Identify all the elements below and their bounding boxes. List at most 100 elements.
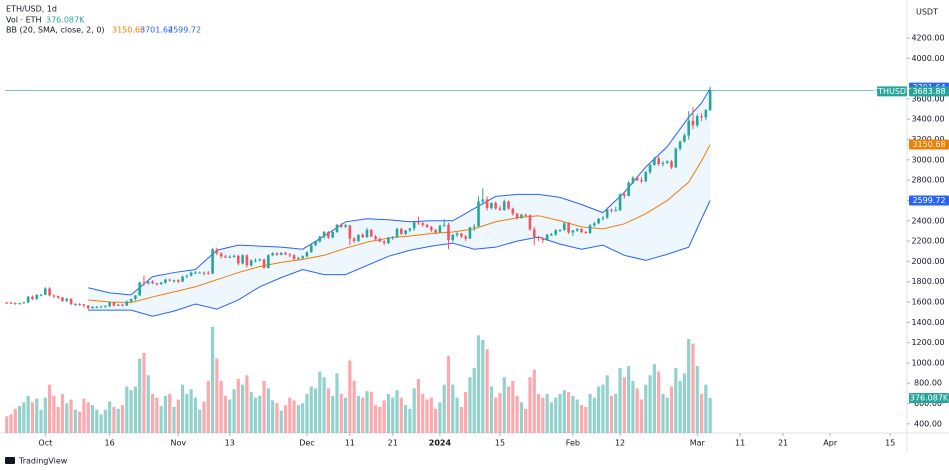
candle-body [198, 272, 202, 274]
candle-body [528, 215, 532, 230]
y-tick-label: 3000.00 [911, 155, 944, 164]
bb-basis [88, 144, 711, 304]
candle-body [82, 304, 86, 306]
candle-body [674, 148, 678, 168]
candle-body [678, 141, 682, 149]
candle-body [451, 234, 455, 241]
candle-body [567, 223, 570, 233]
volume-bar [65, 403, 69, 433]
candle-body [31, 296, 34, 299]
candle-body [593, 223, 596, 226]
y-tick-label: 4200.00 [911, 34, 944, 43]
candle-body [26, 296, 30, 303]
candle-body [164, 279, 167, 283]
candle-body [262, 259, 266, 268]
candle-body [455, 233, 459, 235]
candle-body [395, 228, 399, 238]
candle-body [224, 256, 227, 258]
x-tick-label: 11 [345, 439, 355, 448]
candle-body [438, 225, 442, 233]
volume-bar [223, 395, 228, 433]
y-tick-label: 1600.00 [911, 298, 944, 307]
candle-body [507, 201, 510, 209]
volume-bar [609, 395, 614, 433]
candle-body [245, 255, 249, 266]
volume-bar [301, 403, 305, 433]
y-tick-label: 3600.00 [911, 94, 944, 103]
candle-body [490, 203, 493, 209]
volume-bar [644, 384, 648, 433]
x-tick-label: Nov [170, 439, 186, 448]
volume-bar [524, 408, 528, 433]
volume-bar [258, 395, 262, 433]
candle-body [391, 237, 395, 239]
candle-body [134, 295, 137, 299]
y-tick-label: 4000.00 [911, 54, 944, 63]
y-tick-label: 2200.00 [911, 237, 944, 246]
volume-bar [511, 380, 515, 433]
volume-bar [343, 397, 348, 433]
volume-bar [579, 405, 584, 433]
x-tick-label: 12 [615, 439, 625, 448]
candle-body [5, 302, 9, 304]
last-price-tag: 3683.88 [912, 87, 945, 96]
volume-bar [73, 409, 77, 433]
y-tick-label: 600.00 [914, 399, 942, 408]
volume-bar [476, 335, 481, 433]
volume-bar [193, 397, 198, 433]
candle-body [288, 254, 292, 256]
candle-body [211, 249, 214, 274]
volume-bar [378, 406, 382, 433]
candle-body [627, 182, 630, 196]
volume-bar [416, 379, 421, 433]
volume-bar [86, 402, 90, 433]
candle-body [125, 301, 129, 306]
candle-body [39, 294, 43, 296]
volume-bar [549, 402, 554, 433]
candle-body [614, 210, 618, 212]
volume-bar [326, 388, 330, 433]
candle-body [297, 258, 300, 260]
x-tick-label: 13 [225, 439, 235, 448]
candle-body [644, 172, 648, 182]
bb-basis-tag: 3150.68 [912, 140, 945, 149]
volume-bar [674, 367, 678, 433]
volume-bar [455, 397, 459, 433]
candle-body [502, 201, 506, 211]
volume-bar [266, 388, 270, 433]
x-tick-label: 21 [388, 439, 398, 448]
symbol-tag: ETHUSDT [873, 87, 911, 96]
volume-bar [699, 393, 704, 433]
candle-body [357, 234, 360, 242]
volume-bar [13, 408, 17, 433]
candle-body [571, 230, 575, 233]
volume-bar [82, 398, 86, 433]
candle-body [194, 272, 197, 274]
candle-body [430, 226, 433, 230]
candle-body [400, 228, 403, 234]
candle-body [460, 233, 463, 237]
candle-body [558, 229, 562, 231]
candle-body [464, 236, 467, 239]
candle-body [91, 306, 94, 309]
volume-bar [571, 395, 575, 433]
candle-body [524, 214, 527, 216]
candle-body [511, 208, 515, 214]
volume-bar [678, 380, 682, 433]
candle-body [52, 295, 56, 297]
volume-bar [498, 392, 502, 433]
candle-body [172, 280, 176, 282]
candle-body [687, 120, 690, 136]
volume-bar [554, 397, 558, 433]
candle-body [425, 224, 429, 227]
candle-body [417, 222, 420, 224]
y-tick-label: 1400.00 [911, 318, 944, 327]
volume-bar [682, 373, 686, 433]
volume-bar [5, 416, 9, 433]
volume-tag: 376.087K [910, 394, 949, 403]
y-tick-label: 2000.00 [911, 257, 944, 266]
volume-bar [468, 377, 472, 433]
volume-bar [125, 386, 129, 433]
candle-body [635, 177, 639, 181]
